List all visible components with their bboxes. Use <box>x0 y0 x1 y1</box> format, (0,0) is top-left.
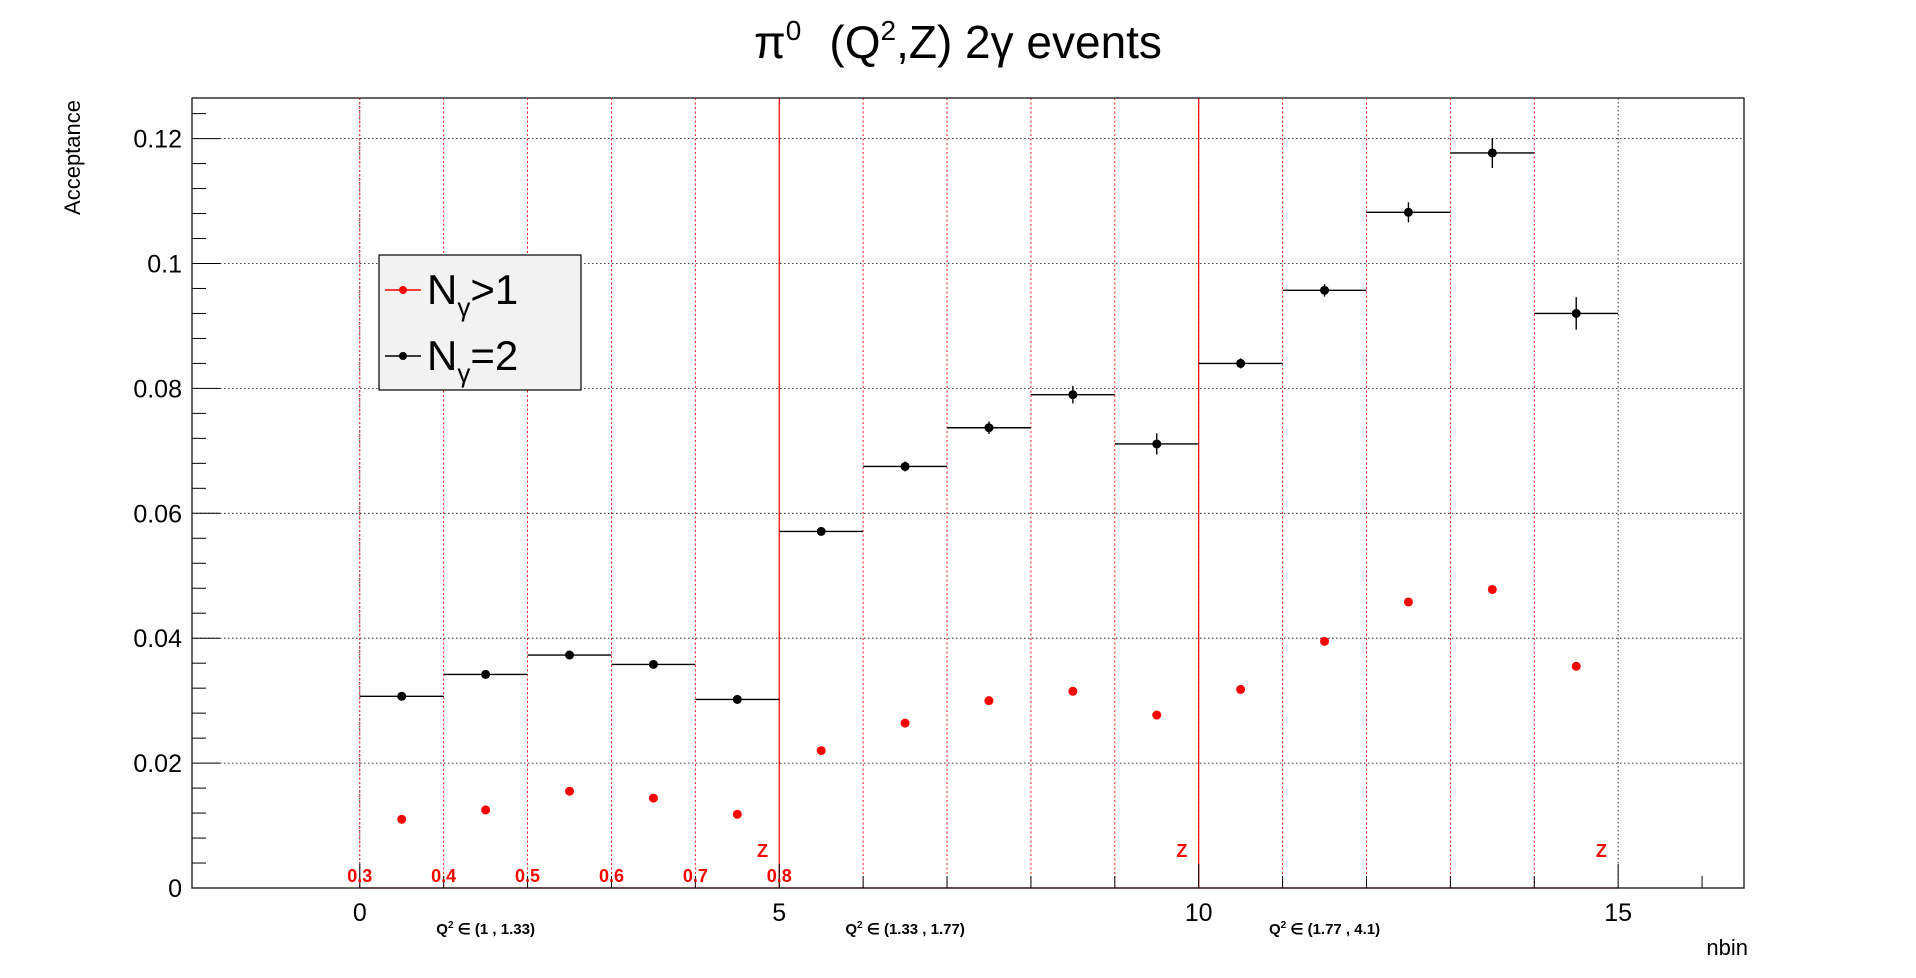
legend-label-ngamma-gt1: Nγ>1 <box>427 266 518 322</box>
q2-range-label-2: Q2 ∈ (1.77 , 4.1) <box>1269 920 1380 938</box>
ngamma-eq2-point-8 <box>1068 390 1078 400</box>
z-marker-1: Z <box>1176 841 1187 861</box>
z-bin-label-4: 0.7 <box>683 866 708 886</box>
legend-marker-ngamma-eq2 <box>399 352 407 360</box>
series-layer <box>359 137 1619 824</box>
bin-labels-layer: 0.3 0.4 0.5 0.6 0.7 0.8 Z Z Z Q2 ∈ (1 , 1.33) Q2 ∈… <box>347 841 1607 938</box>
ngamma-gt1-point-8 <box>1068 686 1078 696</box>
ngamma-eq2-point-12 <box>1403 207 1413 217</box>
y-tick-label-2: 0.04 <box>133 625 182 653</box>
y-tick-label-5: 0.1 <box>147 250 182 278</box>
y-tick-label-3: 0.06 <box>133 500 182 528</box>
plot-frame <box>191 97 1745 889</box>
ngamma-eq2-point-2 <box>565 650 575 660</box>
grid-layer <box>192 98 1744 888</box>
ngamma-eq2-point-4 <box>732 694 742 704</box>
x-tick-label-2: 10 <box>1185 899 1213 927</box>
title-q: (Q <box>829 16 880 68</box>
ngamma-eq2-point-7 <box>984 423 994 433</box>
ngamma-eq2-point-5 <box>816 526 826 536</box>
ngamma-eq2-point-1 <box>481 669 491 679</box>
y-tick-label-6: 0.12 <box>133 126 182 154</box>
title-q-sup: 2 <box>880 15 896 46</box>
q2-range-label-1: Q2 ∈ (1.33 , 1.77) <box>845 920 965 938</box>
legend: Nγ>1 Nγ=2 <box>378 254 582 391</box>
ngamma-eq2-point-10 <box>1236 358 1246 368</box>
ngamma-eq2-point-11 <box>1320 285 1330 295</box>
z-bin-label-2: 0.5 <box>515 866 540 886</box>
x-axis-title: nbin <box>1706 935 1748 960</box>
ngamma-eq2-point-9 <box>1152 439 1162 449</box>
ngamma-gt1-point-13 <box>1487 584 1497 594</box>
ngamma-gt1-point-1 <box>481 805 491 815</box>
ngamma-eq2-point-14 <box>1571 308 1581 318</box>
ngamma-gt1-point-5 <box>816 746 826 756</box>
y-axis-title: Acceptance <box>60 100 85 215</box>
ngamma-gt1-point-4 <box>732 809 742 819</box>
ngamma-eq2-point-0 <box>397 691 407 701</box>
x-tick-label-1: 5 <box>772 899 786 927</box>
ngamma-eq2-point-6 <box>900 461 910 471</box>
ngamma-gt1-point-6 <box>900 718 910 728</box>
y-tick-label-4: 0.08 <box>133 375 182 403</box>
y-tick-label-1: 0.02 <box>133 750 182 778</box>
ngamma-gt1-point-11 <box>1320 636 1330 646</box>
legend-label-ngamma-eq2: Nγ=2 <box>427 332 518 388</box>
legend-box <box>378 254 582 391</box>
ngamma-gt1-point-2 <box>565 786 575 796</box>
ngamma-gt1-point-0 <box>397 814 407 824</box>
ngamma-eq2-point-3 <box>648 659 658 669</box>
z-bin-label-0: 0.3 <box>347 866 372 886</box>
z-bin-label-5: 0.8 <box>767 866 792 886</box>
ngamma-gt1-point-10 <box>1236 684 1246 694</box>
bin-boundary-layer <box>359 98 1619 889</box>
axes-layer: 0 0.02 0.04 0.06 0.08 0.1 0.12 0 5 10 15 <box>133 113 1703 927</box>
ngamma-gt1-point-14 <box>1571 661 1581 671</box>
chart-title: π0 (Q2,Z) 2γ events <box>754 15 1162 68</box>
title-pi: π <box>754 16 786 68</box>
ngamma-gt1-point-9 <box>1152 710 1162 720</box>
z-marker-0: Z <box>757 841 768 861</box>
title-pi-sup: 0 <box>786 15 802 46</box>
ngamma-eq2-point-13 <box>1487 148 1497 158</box>
legend-marker-ngamma-gt1 <box>399 286 407 294</box>
z-bin-label-1: 0.4 <box>431 866 456 886</box>
y-tick-label-0: 0 <box>168 875 182 903</box>
z-marker-2: Z <box>1596 841 1607 861</box>
x-tick-label-0: 0 <box>353 899 367 927</box>
title-rest: ,Z) 2γ events <box>896 16 1162 68</box>
x-tick-label-3: 15 <box>1604 899 1632 927</box>
ngamma-gt1-point-3 <box>648 793 658 803</box>
ngamma-gt1-point-7 <box>984 696 994 706</box>
q2-range-label-0: Q2 ∈ (1 , 1.33) <box>436 920 535 938</box>
ngamma-gt1-point-12 <box>1403 597 1413 607</box>
z-bin-label-3: 0.6 <box>599 866 624 886</box>
